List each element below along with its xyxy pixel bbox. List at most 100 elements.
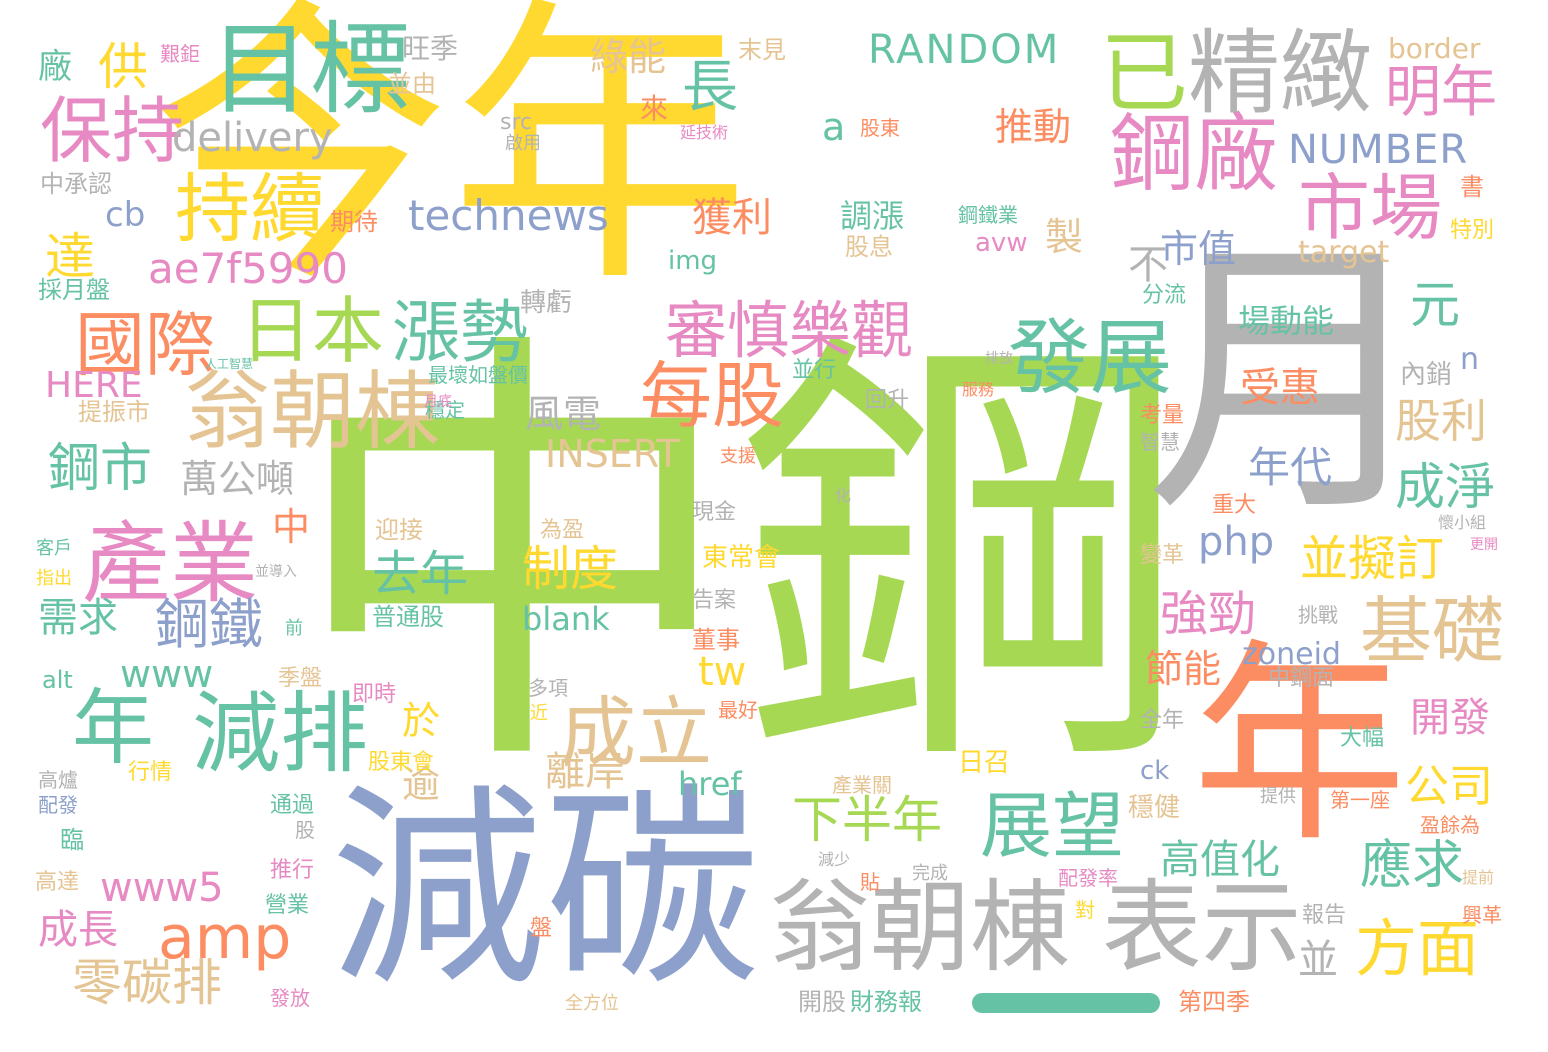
word: 並 bbox=[1298, 937, 1338, 983]
word: 減排 bbox=[192, 682, 369, 785]
word: 第四季 bbox=[1178, 988, 1250, 1016]
word: 廠 bbox=[38, 47, 72, 87]
word: 考量 bbox=[1140, 403, 1185, 428]
word: 月底 bbox=[424, 394, 452, 410]
word: 艱鉅 bbox=[160, 42, 200, 66]
word: 下半年 bbox=[792, 791, 942, 849]
word: 不 bbox=[1128, 242, 1168, 288]
word: ck bbox=[1140, 756, 1170, 786]
word: border bbox=[1388, 32, 1481, 65]
word: 更開 bbox=[1470, 537, 1498, 553]
word: 營業 bbox=[265, 893, 310, 918]
word: 逾 bbox=[402, 762, 441, 806]
word: 完成 bbox=[912, 863, 948, 884]
word: 市場 bbox=[1298, 166, 1443, 250]
word: 季盤 bbox=[278, 666, 323, 691]
word: 需求 bbox=[38, 595, 118, 641]
word: 強勁 bbox=[1160, 586, 1257, 642]
word: 延技術 bbox=[680, 123, 729, 142]
word: 精緻 bbox=[1188, 20, 1373, 127]
word: tw bbox=[698, 649, 747, 695]
word: 發展 bbox=[1008, 311, 1173, 406]
word: 風電 bbox=[525, 392, 602, 436]
word: NUMBER bbox=[1288, 127, 1469, 173]
word: 客戶 bbox=[36, 538, 72, 559]
word: 配發 bbox=[38, 793, 78, 817]
word: 盤 bbox=[530, 916, 553, 941]
word: 高爐 bbox=[38, 768, 78, 792]
word: 目標 bbox=[210, 11, 410, 128]
word: 保持 bbox=[40, 89, 185, 173]
word: 制度 bbox=[522, 541, 619, 597]
word: avw bbox=[975, 228, 1028, 258]
word: 回升 bbox=[865, 388, 910, 413]
word: 持續 bbox=[175, 165, 326, 253]
word: 股息 bbox=[845, 233, 893, 261]
word: 已 bbox=[1100, 22, 1189, 125]
word: 並由 bbox=[388, 70, 436, 98]
word: 末見 bbox=[738, 36, 786, 64]
word: cb bbox=[105, 195, 146, 235]
word: 排放 bbox=[985, 351, 1013, 367]
word: 董事 bbox=[692, 626, 740, 654]
word: 多項 bbox=[528, 676, 568, 700]
word: 節能 bbox=[1145, 647, 1222, 691]
word: 中鋼面 bbox=[1268, 666, 1335, 691]
word: 大幅 bbox=[1340, 726, 1385, 751]
decorative-bar bbox=[972, 993, 1160, 1013]
word: 年 bbox=[72, 681, 155, 776]
word: 開發 bbox=[1410, 695, 1490, 741]
word: 支援 bbox=[720, 446, 756, 467]
word: 推行 bbox=[270, 858, 315, 883]
word: 近 bbox=[530, 703, 548, 724]
word: 發放 bbox=[270, 986, 310, 1010]
word: 去年 bbox=[372, 546, 469, 602]
word: delivery bbox=[172, 115, 333, 161]
word: 中鋼 bbox=[288, 298, 1188, 822]
word: 供 bbox=[98, 38, 148, 96]
word: 報告 bbox=[1302, 903, 1347, 928]
word: 告案 bbox=[692, 588, 737, 613]
word: 受惠 bbox=[1240, 365, 1320, 411]
word: 翁朝棟 表示 bbox=[770, 869, 1302, 986]
word: 中 bbox=[272, 505, 311, 549]
word: 指出 bbox=[36, 568, 72, 589]
word: 提振市 bbox=[78, 398, 150, 426]
word: 市值 bbox=[1160, 227, 1237, 271]
word: 成長 bbox=[38, 907, 118, 953]
word: 長 bbox=[682, 55, 738, 120]
word: 產業關 bbox=[832, 773, 892, 797]
word: 股 bbox=[295, 818, 315, 842]
word: 對 bbox=[1075, 898, 1095, 922]
word: 翁朝棟 bbox=[185, 363, 441, 462]
word: 月 bbox=[1145, 214, 1435, 551]
word: 轉虧 bbox=[520, 288, 573, 318]
word: 元 bbox=[1410, 276, 1460, 334]
word: 最壞如盤價 bbox=[428, 363, 528, 387]
word: n bbox=[1460, 342, 1480, 377]
word: 股東會 bbox=[368, 750, 435, 775]
word: 鋼鐵業 bbox=[958, 203, 1018, 227]
word: 中承認 bbox=[40, 170, 112, 198]
word: 提前 bbox=[1462, 868, 1495, 887]
word: 漲勢 bbox=[392, 294, 529, 373]
word: 並導入 bbox=[255, 564, 297, 580]
word: 減少 bbox=[818, 850, 851, 869]
word: src bbox=[500, 110, 533, 135]
word: alt bbox=[42, 666, 73, 694]
word: HERE bbox=[45, 365, 143, 406]
word: 配發率 bbox=[1058, 866, 1118, 890]
word: 服務 bbox=[962, 380, 995, 399]
word: 鋼廠 bbox=[1110, 105, 1279, 203]
word: 化 bbox=[835, 486, 852, 505]
word: 鋼鐵 bbox=[155, 593, 263, 656]
word: 年 bbox=[1192, 620, 1407, 871]
word: 前 bbox=[285, 618, 303, 639]
word: 貼 bbox=[860, 870, 880, 894]
word: 場動能 bbox=[1238, 302, 1335, 340]
word: 人工智慧 bbox=[205, 357, 254, 371]
word: 財務報 bbox=[850, 988, 922, 1016]
word: 零碳排 bbox=[72, 954, 222, 1012]
word: 推動 bbox=[995, 105, 1072, 149]
